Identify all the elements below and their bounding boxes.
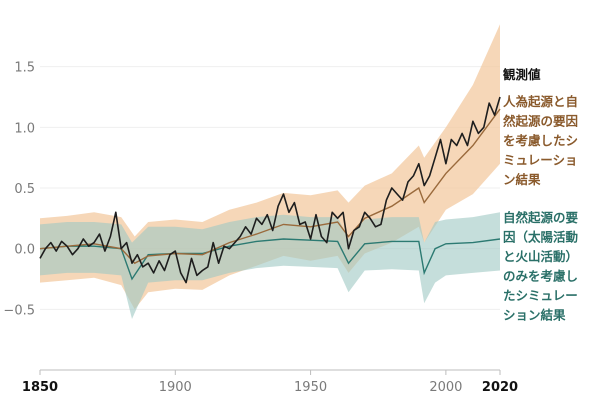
legend-human-natural-text: ン結果 bbox=[503, 172, 541, 187]
legend-human-natural-text: 人為起源と自 bbox=[503, 94, 578, 109]
x-tick-label: 2020 bbox=[482, 380, 518, 395]
y-tick-label: 0.5 bbox=[14, 182, 35, 197]
legend-human-natural-text: 然起源の要因 bbox=[503, 114, 578, 129]
y-tick-label: 0.0 bbox=[14, 243, 35, 258]
x-tick-label: 2000 bbox=[429, 380, 462, 395]
y-tick-label: 1.5 bbox=[14, 61, 35, 76]
legend: 観測値人為起源と自然起源の要因を考慮したシミュレーション結果自然起源の要因（太陽… bbox=[503, 67, 579, 323]
legend-natural-only-text: と火山活動） bbox=[503, 249, 578, 264]
legend-human-natural-text: ミュレーショ bbox=[503, 153, 578, 168]
x-tick-label: 1950 bbox=[294, 380, 327, 395]
uncertainty-bands bbox=[40, 24, 500, 319]
legend-natural-only-text: 因（太陽活動 bbox=[503, 230, 578, 245]
natural-only-line bbox=[39, 238, 501, 281]
legend-natural-only-text: ション結果 bbox=[503, 308, 566, 323]
series-lines bbox=[39, 96, 501, 284]
y-tick-label: −0.5 bbox=[3, 303, 35, 318]
x-tick-label: 1900 bbox=[159, 380, 192, 395]
legend-human-natural-text: を考慮したシ bbox=[503, 133, 578, 148]
x-tick-label: 1850 bbox=[22, 380, 58, 395]
legend-observed-text: 観測値 bbox=[503, 67, 541, 82]
y-tick-label: 1.0 bbox=[14, 121, 35, 136]
axes: −0.5 0.0 0.5 1.0 1.5 1850 1900 1950 2000 2020 bbox=[3, 61, 518, 395]
legend-natural-only-text: のみを考慮し bbox=[503, 269, 578, 284]
legend-natural-only-text: 自然起源の要 bbox=[503, 210, 579, 225]
human-natural-line bbox=[39, 108, 501, 265]
legend-natural-only-text: たシミュレー bbox=[503, 288, 578, 303]
observed-line bbox=[39, 96, 501, 284]
natural-only-band bbox=[40, 212, 500, 319]
